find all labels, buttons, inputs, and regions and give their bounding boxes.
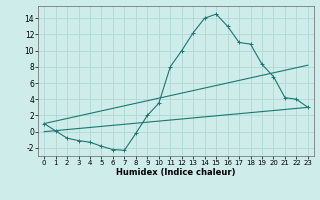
X-axis label: Humidex (Indice chaleur): Humidex (Indice chaleur) <box>116 168 236 177</box>
